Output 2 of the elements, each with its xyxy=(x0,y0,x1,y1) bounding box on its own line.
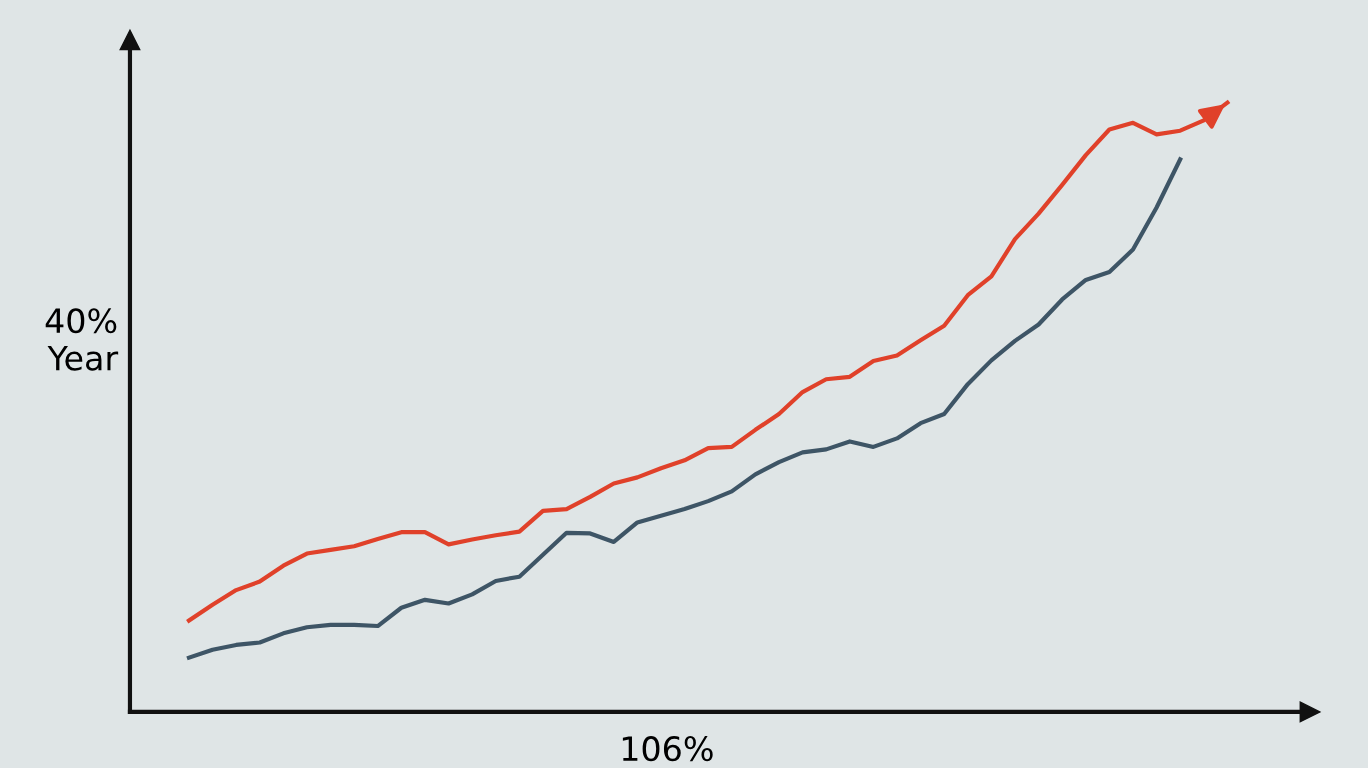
y-axis-title: 40% Year xyxy=(45,308,119,371)
x-axis-title: 106% xyxy=(622,736,713,762)
